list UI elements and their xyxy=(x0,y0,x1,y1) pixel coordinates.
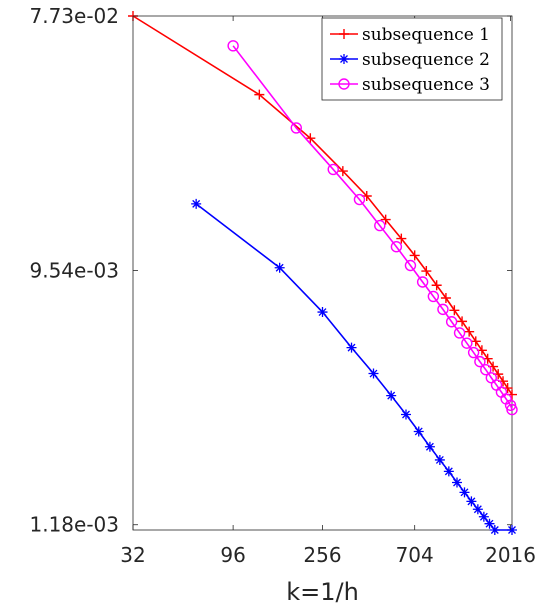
plot-frame xyxy=(132,15,513,531)
y-tick-label: 9.54e-03 xyxy=(29,259,119,283)
data-point xyxy=(431,280,442,291)
data-point xyxy=(434,454,445,465)
data-point xyxy=(474,355,486,368)
data-point xyxy=(346,342,357,353)
legend-label: subsequence 3 xyxy=(362,75,490,95)
data-point xyxy=(353,193,366,206)
legend-item: subsequence 2 xyxy=(330,50,490,70)
data-point xyxy=(445,316,458,328)
data-point xyxy=(413,426,424,437)
data-point xyxy=(489,525,500,535)
data-point xyxy=(386,390,397,401)
data-point xyxy=(453,327,466,339)
data-point xyxy=(443,466,454,477)
data-point xyxy=(401,409,412,420)
data-point xyxy=(459,487,470,498)
data-point xyxy=(461,337,473,349)
data-point xyxy=(317,307,328,318)
data-point xyxy=(380,214,391,225)
x-tick-label: 256 xyxy=(303,543,341,567)
data-point xyxy=(457,316,468,327)
y-tick-label: 1.18e-03 xyxy=(29,513,119,537)
legend-marker xyxy=(339,29,349,39)
data-point xyxy=(404,259,417,272)
x-tick-label: 96 xyxy=(220,543,245,567)
data-point xyxy=(337,166,348,177)
data-point xyxy=(472,504,483,515)
legend-marker xyxy=(339,54,349,64)
series-layer xyxy=(128,11,518,535)
data-point xyxy=(396,233,407,244)
data-point xyxy=(274,262,285,273)
series-2 xyxy=(191,198,517,535)
legend: subsequence 1 subsequence 2 subsequence 3 xyxy=(321,17,503,101)
data-point xyxy=(506,403,518,416)
series-line xyxy=(132,15,513,396)
x-tick-label: 2016 xyxy=(485,543,536,567)
data-point xyxy=(227,40,239,52)
legend-item: subsequence 3 xyxy=(330,75,490,95)
x-tick-label: 704 xyxy=(396,543,434,567)
data-point xyxy=(507,525,517,535)
data-point xyxy=(191,198,202,209)
plot-area xyxy=(132,15,513,531)
data-point xyxy=(254,89,265,100)
x-axis-label: k=1/h xyxy=(286,578,359,606)
y-tick-label: 7.73e-02 xyxy=(29,4,119,28)
data-point xyxy=(440,292,451,303)
data-point xyxy=(390,241,403,253)
data-point xyxy=(424,441,435,452)
data-point xyxy=(466,496,477,507)
legend-item: subsequence 1 xyxy=(330,25,490,45)
data-point xyxy=(484,518,495,529)
data-point xyxy=(409,250,420,261)
data-point xyxy=(480,364,492,376)
data-point xyxy=(452,477,462,488)
data-point xyxy=(437,303,449,316)
data-point xyxy=(290,122,302,134)
legend-label: subsequence 2 xyxy=(362,50,490,70)
data-point xyxy=(427,290,440,303)
x-tick-label: 32 xyxy=(120,543,145,567)
data-point xyxy=(421,266,432,277)
series-1 xyxy=(128,11,517,400)
data-point xyxy=(470,336,481,347)
data-point xyxy=(374,219,386,232)
series-3 xyxy=(227,40,518,416)
data-point xyxy=(449,305,460,316)
data-point xyxy=(327,163,339,176)
legend-marker xyxy=(338,78,350,90)
data-point xyxy=(478,511,489,522)
axis-ticks: 32 96 256 704 2016 1.18e-03 9.54e-03 7.73e-02 xyxy=(29,4,536,567)
data-point xyxy=(416,276,429,288)
data-point xyxy=(368,368,379,379)
data-point xyxy=(305,133,316,144)
legend-label: subsequence 1 xyxy=(362,25,490,45)
data-point xyxy=(467,346,480,359)
data-point xyxy=(464,326,475,337)
